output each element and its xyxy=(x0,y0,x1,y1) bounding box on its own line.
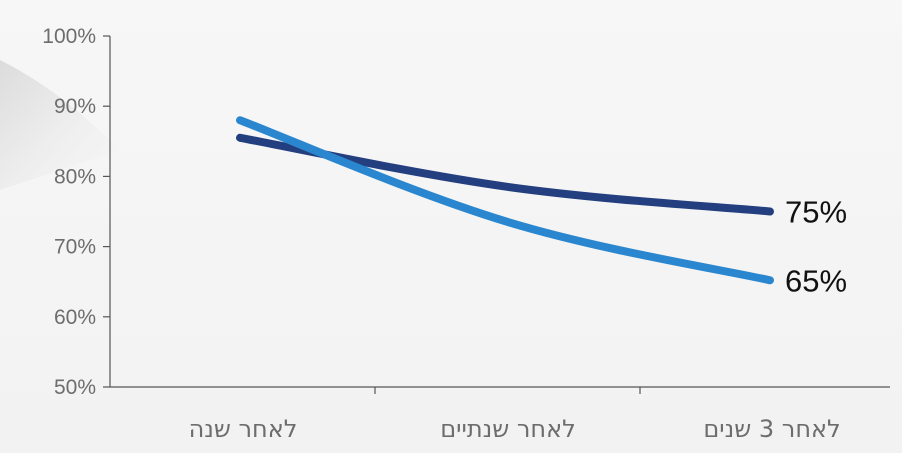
series-end-label: 65% xyxy=(785,263,847,298)
y-tick-label: 100% xyxy=(42,25,96,48)
x-category-label: לאחר 3 שנים xyxy=(703,415,840,443)
y-tick-label: 50% xyxy=(54,376,96,399)
x-category-label: לאחר שנה xyxy=(189,415,298,443)
y-tick-group: 50% 60% 70% 80% 90% 100% xyxy=(42,25,110,399)
series-line-2 xyxy=(236,116,774,285)
y-tick-label: 70% xyxy=(54,236,96,259)
x-tick-group: לאחר שנה לאחר שנתיים לאחר 3 שנים xyxy=(189,387,841,443)
series-end-label: 75% xyxy=(785,195,847,230)
series-group xyxy=(236,116,774,285)
y-tick-label: 90% xyxy=(54,95,96,118)
x-category-label: לאחר שנתיים xyxy=(440,415,576,443)
y-tick-label: 80% xyxy=(54,165,96,188)
end-label-group: 75% 65% xyxy=(785,195,847,299)
y-tick-label: 60% xyxy=(54,306,96,329)
paper-curl-shadow xyxy=(0,60,120,190)
